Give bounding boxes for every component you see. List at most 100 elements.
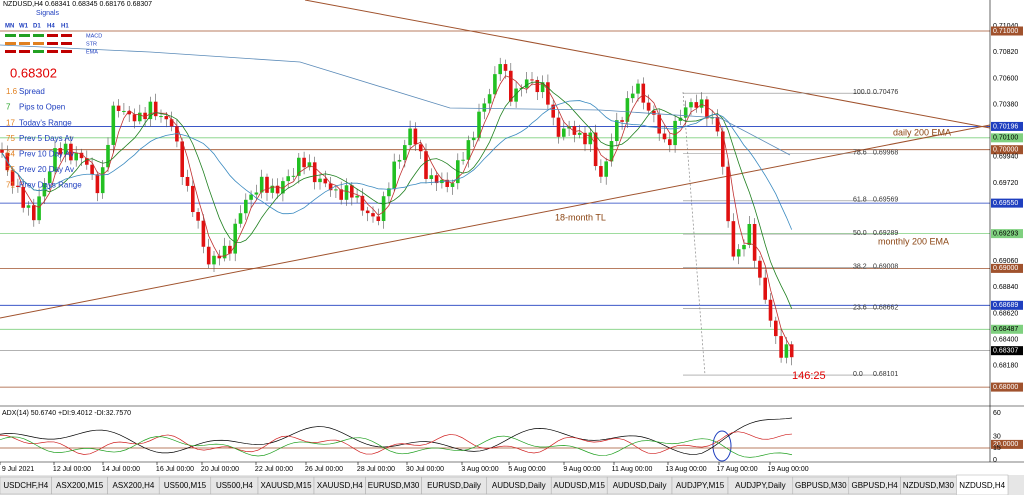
candle xyxy=(217,255,222,259)
date-label: 28 Jul 00:00 xyxy=(357,466,395,473)
candle xyxy=(662,133,667,140)
price-label: 0.68689 xyxy=(993,302,1018,309)
fib-price: 0.69289 xyxy=(873,230,898,237)
tab-label: US500,M15 xyxy=(164,481,207,490)
price-label: 0.70100 xyxy=(993,135,1018,142)
price-label: 0.68180 xyxy=(993,363,1018,370)
tab[interactable]: EURUSD,Daily xyxy=(421,476,487,495)
tab[interactable]: US500,H4 xyxy=(210,476,259,495)
stat-value: 64 xyxy=(6,150,15,159)
tab[interactable]: XAUUSD,M15 xyxy=(257,476,315,495)
tab[interactable]: XAUUSD,H4 xyxy=(313,476,366,495)
candle xyxy=(37,196,41,221)
tab[interactable]: ASX200,H4 xyxy=(107,476,160,495)
tab[interactable]: NZDUSD,H4 xyxy=(956,474,1009,495)
adx-axis-label: 30 xyxy=(993,433,1001,440)
timeframe: H1 xyxy=(61,24,69,30)
price-label: 0.68307 xyxy=(993,348,1018,355)
candle xyxy=(90,164,94,175)
candle xyxy=(535,79,540,93)
di-minus xyxy=(0,431,793,455)
candle xyxy=(482,103,487,112)
candle xyxy=(206,246,211,265)
price-box xyxy=(991,300,1023,310)
date-label: 11 Aug 00:00 xyxy=(612,466,653,473)
indicator: MACD xyxy=(86,33,102,39)
annotation: 18-month TL xyxy=(555,212,606,222)
adx-axis-label: 15 xyxy=(993,445,1001,452)
candle xyxy=(652,110,656,115)
candle xyxy=(397,159,402,162)
candle xyxy=(16,185,20,187)
candle xyxy=(191,185,195,213)
candle xyxy=(784,344,789,358)
annotation: 146:25 xyxy=(792,370,826,382)
price-box xyxy=(991,198,1023,208)
stat-label: Prev Days Range xyxy=(19,181,82,190)
candle xyxy=(551,104,555,118)
date-label: 26 Jul 00:00 xyxy=(305,466,343,473)
price-label: 0.70000 xyxy=(993,147,1018,154)
candle xyxy=(583,132,587,145)
tab[interactable]: ASX200,M15 xyxy=(51,476,108,495)
trend-line xyxy=(304,0,991,129)
tab[interactable]: USDCHF,H4 xyxy=(0,476,52,495)
stat-label: Pips to Open xyxy=(19,103,65,112)
price-box xyxy=(991,382,1023,392)
signal-cell xyxy=(61,42,72,45)
highlight-ellipse xyxy=(712,430,732,462)
candle xyxy=(233,223,237,254)
tab-label: AUDUSD,Daily xyxy=(492,481,546,490)
date-label: 5 Aug 00:00 xyxy=(508,466,545,473)
tab[interactable]: AUDJPY,Daily xyxy=(727,476,794,495)
tab-label: XAUUSD,M15 xyxy=(260,481,312,490)
fib-level: 38.2 xyxy=(853,263,867,270)
annotation: monthly 200 EMA xyxy=(878,236,949,246)
candle xyxy=(106,144,110,168)
tab[interactable]: AUDUSD,Daily xyxy=(486,476,552,495)
candle xyxy=(498,64,502,75)
date-label: 16 Jul 00:00 xyxy=(156,466,194,473)
tab[interactable]: US500,M15 xyxy=(158,476,212,495)
candle xyxy=(376,216,381,222)
candle xyxy=(514,88,518,102)
tab[interactable]: AUDJPY,M15 xyxy=(671,476,729,495)
candle xyxy=(768,299,773,321)
candle xyxy=(58,148,63,155)
fib-level: 50.0 xyxy=(853,230,867,237)
candle xyxy=(636,83,640,94)
candle xyxy=(21,186,25,208)
price-label: 0.68487 xyxy=(993,326,1018,333)
candle xyxy=(524,79,529,88)
stat-label: Prev 5 Days Av xyxy=(19,134,74,143)
tab[interactable]: AUDUSD,M15 xyxy=(550,476,608,495)
candle xyxy=(153,101,158,117)
price-label: 0.68000 xyxy=(993,384,1018,391)
symbol-line: NZDUSD,H4 0.68341 0.68345 0.68176 0.6830… xyxy=(3,1,152,8)
fib-level: 61.8 xyxy=(853,197,867,204)
tab[interactable]: EURUSD,M30 xyxy=(365,476,422,495)
stat-value: 7 xyxy=(6,103,11,112)
adx-axis-label: 20.0000 xyxy=(993,441,1018,448)
date-label: 9 Jul 2021 xyxy=(2,466,34,473)
tab[interactable]: GBPUSD,M30 xyxy=(792,476,850,495)
candle xyxy=(774,320,778,337)
stat-value: 17 xyxy=(6,118,15,127)
tab[interactable]: AUDUSD,Daily xyxy=(606,476,673,495)
candle xyxy=(249,194,253,200)
ema-slow xyxy=(1,100,793,230)
candle xyxy=(736,249,741,257)
candle xyxy=(302,157,306,168)
adx-line xyxy=(0,417,793,455)
indicator: EMA xyxy=(86,49,98,55)
candle xyxy=(789,344,794,358)
candle xyxy=(222,245,227,259)
stat-value: 1.6 xyxy=(6,87,18,96)
candle xyxy=(334,189,338,191)
candle xyxy=(381,196,386,222)
signal-cell xyxy=(61,34,72,37)
candle xyxy=(450,183,455,187)
tab[interactable]: NZDUSD,M30 xyxy=(900,476,957,495)
tab[interactable]: GBPUSD,H4 xyxy=(848,476,901,495)
candle xyxy=(286,176,290,182)
